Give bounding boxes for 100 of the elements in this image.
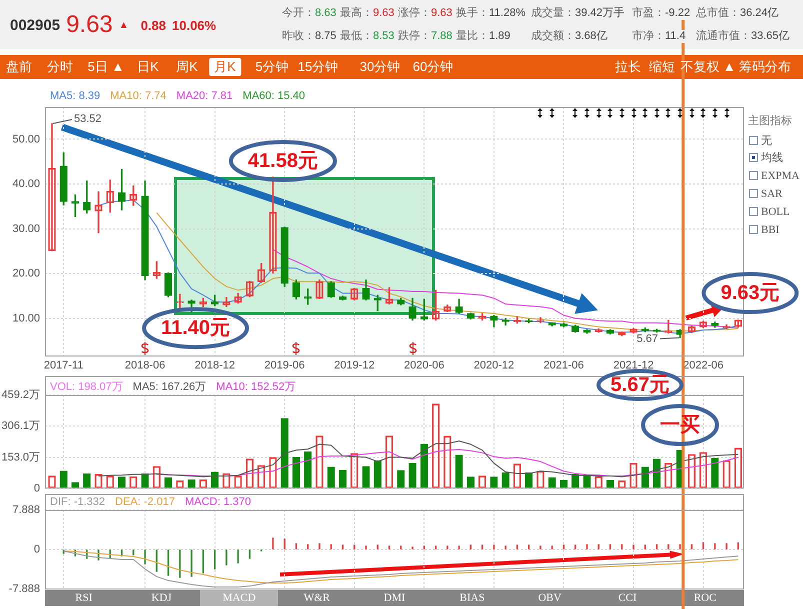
text: 缩短: [648, 58, 676, 76]
bar: [304, 451, 312, 488]
text: 10.06%: [172, 18, 216, 32]
y-tick-label: 10.00: [12, 312, 40, 324]
bar: [280, 418, 288, 488]
bar: [455, 454, 463, 488]
text: ROC: [666, 590, 744, 606]
text: MA5: 8.39: [50, 90, 100, 103]
y-tick-label: 40.00: [12, 178, 40, 190]
y-tick-label: 0: [34, 544, 40, 556]
text: 9.63: [66, 11, 113, 39]
text: ▲: [118, 20, 129, 30]
text: KDJ: [122, 590, 200, 606]
text: 成交量：39.42万手: [531, 7, 625, 19]
text: CCI: [588, 590, 666, 606]
text: 量比：1.89: [456, 30, 510, 42]
x-tick-label: 2021-12: [613, 360, 654, 372]
bar: [408, 462, 416, 488]
text: OBV: [511, 590, 589, 606]
annotation: 41.58元: [248, 150, 318, 172]
text: 分时: [46, 58, 74, 76]
y-tick-label: 20.00: [12, 268, 40, 280]
text: 无: [761, 135, 772, 147]
text: 市净：11.4: [632, 30, 686, 42]
text: MA10: 7.74: [110, 90, 166, 103]
text: DEA: -2.017: [115, 496, 175, 509]
text: DMI: [356, 590, 434, 606]
bar: [711, 458, 719, 488]
x-tick-label: 2018-06: [124, 360, 166, 372]
text: 今开：8.63: [282, 7, 336, 19]
bar: [292, 456, 300, 488]
x-tick-label: 2021-06: [544, 360, 584, 372]
text: 均线: [761, 152, 783, 164]
bar: [420, 444, 428, 488]
text: 市盈：-9.22: [632, 7, 690, 19]
text: 筹码分布: [738, 58, 792, 76]
text: RSI: [45, 590, 123, 606]
bar: [525, 472, 533, 488]
text: VOL: 198.07万: [50, 381, 123, 394]
text: MA20: 7.81: [176, 90, 233, 103]
annotation: 9.63元: [720, 282, 780, 304]
text: 最低：8.53: [340, 30, 394, 42]
text: 不复权 ▲: [679, 58, 737, 76]
bar: [583, 475, 591, 488]
bar: [397, 470, 405, 488]
text: W&R: [278, 590, 356, 606]
text: 总市值：36.24亿: [696, 7, 779, 19]
text: BOLL: [761, 206, 790, 218]
text: 昨收：8.75: [282, 30, 336, 42]
text: MA60: 15.40: [242, 90, 306, 103]
bar: [141, 473, 149, 488]
text: 月K: [209, 58, 241, 76]
text: MA5: 167.26万: [132, 381, 206, 394]
bar: [362, 466, 370, 488]
text: MA10: 152.52万: [216, 381, 296, 394]
bar: [60, 470, 68, 488]
text: 跌停：7.88: [398, 30, 452, 42]
y-tick-label: 50.00: [12, 133, 40, 146]
text: BBI: [761, 224, 780, 236]
text: MACD: [200, 590, 278, 606]
annotation: 11.40元: [161, 317, 230, 340]
text: 成交额：3.68亿: [531, 30, 608, 42]
annotation: 53.52: [74, 113, 102, 126]
text: 盘前: [5, 58, 33, 76]
bar: [502, 472, 510, 488]
text: 拉长: [614, 58, 642, 76]
text: 主图指标: [748, 115, 792, 127]
text: 日K: [136, 58, 160, 76]
text: 0.88: [140, 18, 166, 32]
text: 流通市值：33.65亿: [696, 30, 790, 42]
x-tick-label: 2020-06: [404, 360, 444, 372]
text: 002905: [10, 16, 60, 34]
y-tick-label: 7.888: [12, 504, 40, 516]
x-tick-label: 2019-12: [334, 360, 375, 372]
annotation: 5.67元: [610, 374, 670, 396]
text: MACD: 1.370: [184, 496, 251, 509]
text: BIAS: [433, 590, 511, 606]
y-tick-label: 306.1万: [1, 420, 40, 432]
x-tick-label: 2019-06: [264, 360, 305, 372]
text: 周K: [175, 58, 199, 76]
text: 15分钟: [296, 58, 340, 76]
x-tick-label: 2017-11: [44, 360, 84, 372]
text: DIF: -1.332: [50, 496, 106, 509]
text: 5日 ▲: [86, 58, 126, 76]
x-tick-label: 2020-12: [474, 360, 514, 372]
x-tick-label: 2022-06: [683, 360, 724, 372]
bar: [641, 466, 649, 488]
text: 5分钟: [254, 58, 290, 76]
y-tick-label: 153.0万: [1, 451, 40, 464]
text: EXPMA: [761, 170, 800, 182]
text: 最高：9.63: [340, 7, 394, 19]
y-tick-label: 30.00: [12, 222, 40, 235]
y-tick-label: 0: [34, 482, 40, 494]
y-tick-label: -7.888: [8, 583, 40, 596]
y-tick-label: 459.2万: [1, 389, 40, 402]
text: 30分钟: [358, 58, 402, 76]
bar: [83, 473, 91, 488]
bar: [327, 466, 335, 488]
annotation: 5.67: [636, 332, 658, 345]
x-tick-label: 2018-12: [194, 360, 235, 372]
